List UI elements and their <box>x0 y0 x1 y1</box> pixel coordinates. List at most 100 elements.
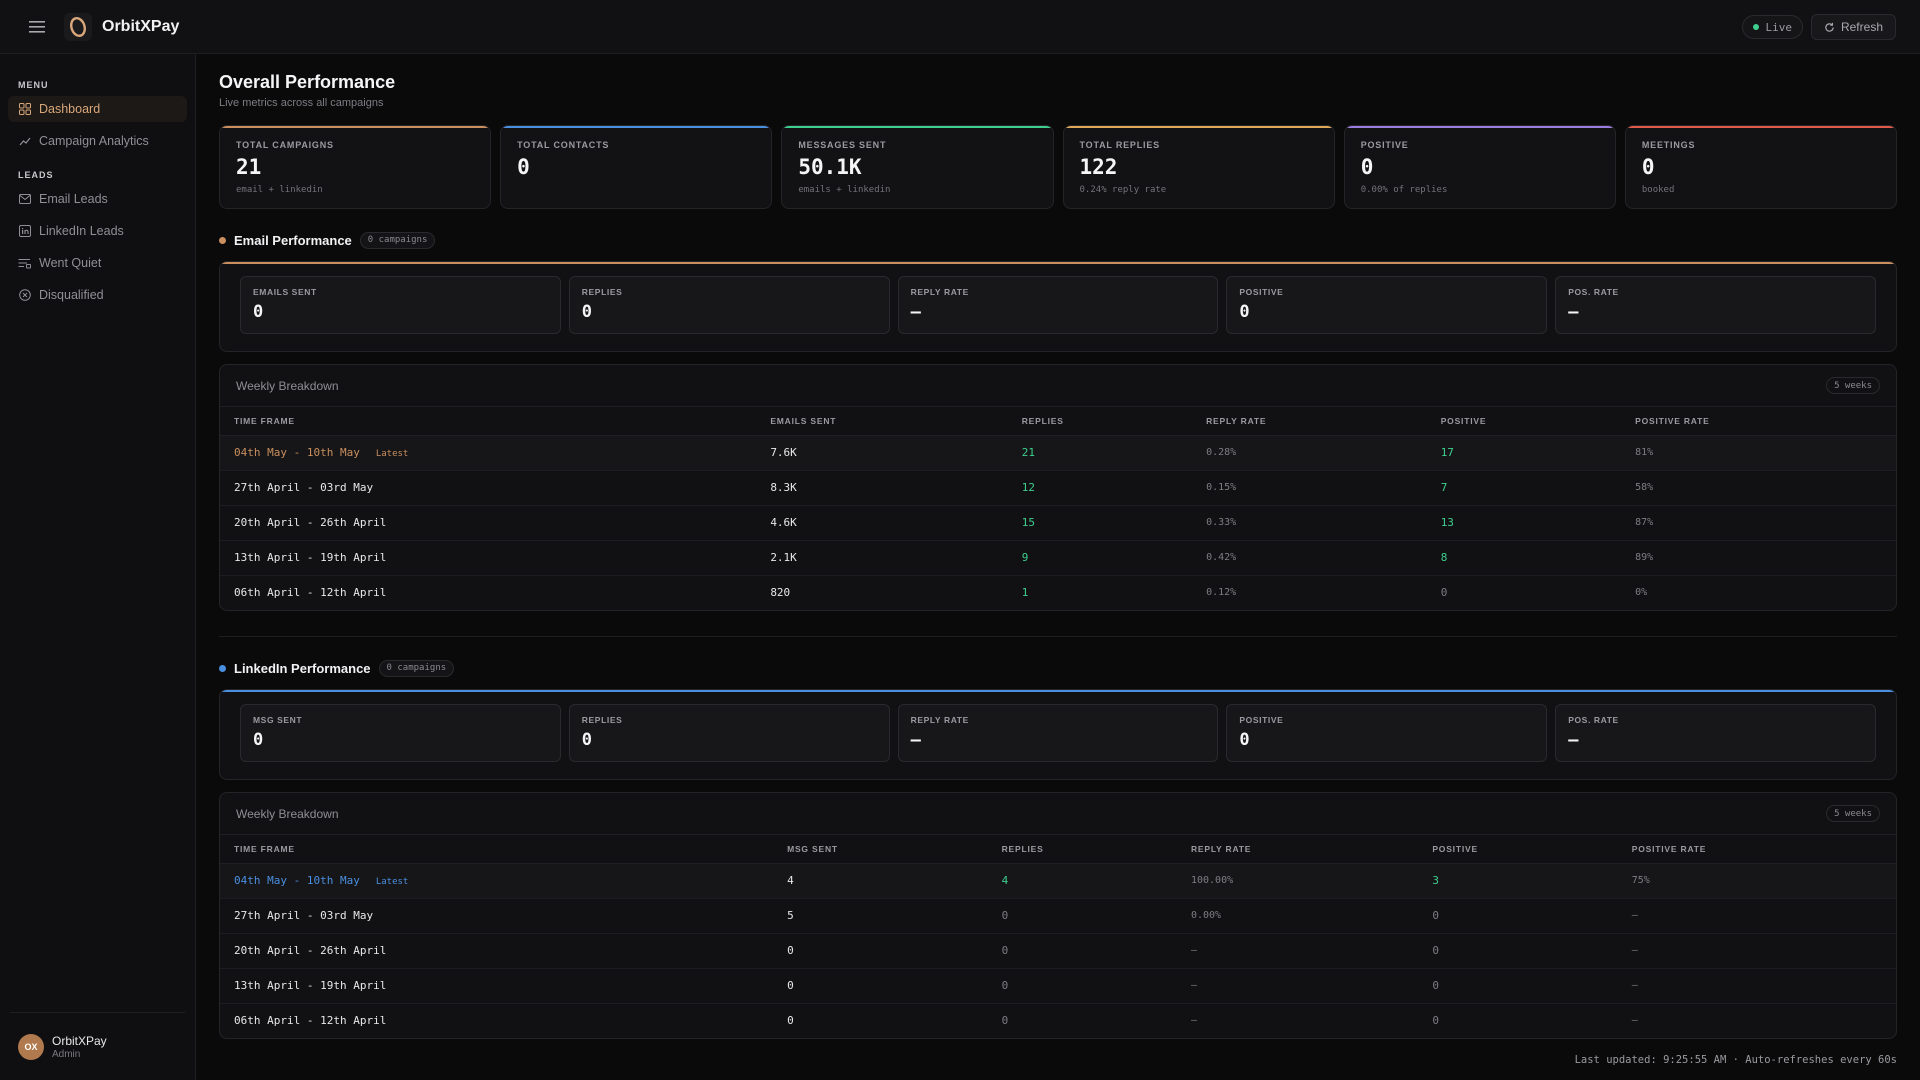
stat-sub: 0.24% reply rate <box>1079 185 1167 195</box>
cell-value: 0 <box>1001 909 1009 922</box>
cell-value: 0 <box>1001 944 1009 957</box>
stat-sub: 0.00% of replies <box>1360 185 1448 195</box>
table-cell: 3 <box>1418 863 1618 899</box>
cell-value: — <box>1631 910 1638 921</box>
table-cell: 0.00% <box>1176 898 1419 934</box>
live-label: Live <box>1765 20 1792 34</box>
metric-value: — <box>910 730 921 750</box>
section-divider <box>219 636 1897 637</box>
table-cell: 100.00% <box>1176 863 1419 899</box>
stat-value: 50.1K <box>798 155 862 179</box>
linkedin-dot-icon <box>219 664 226 672</box>
cell-value: 06th April - 12th April <box>234 1014 387 1028</box>
sidebar-item-dashboard[interactable]: Dashboard <box>8 96 187 122</box>
page-title: Overall Performance <box>219 72 396 92</box>
table-cell: — <box>1177 1003 1418 1038</box>
sidebar-item-disqualified[interactable]: Disqualified <box>8 282 187 308</box>
table-row: 13th April - 19th April 0 0 — 0 — <box>220 968 1896 1004</box>
table-cell: 9 <box>1007 540 1193 576</box>
table-cell: 20th April - 26th April <box>220 933 774 969</box>
table-row: 06th April - 12th April 820 1 0.12% 0 0% <box>220 575 1896 610</box>
user-profile[interactable]: OX OrbitXPay Admin <box>10 1012 185 1080</box>
table-cell: 0.33% <box>1192 505 1427 541</box>
metric-card: Reply Rate — <box>897 704 1219 762</box>
table-cell: 2.1K <box>756 540 1008 576</box>
table-cell: 0% <box>1621 575 1896 610</box>
refresh-button[interactable]: Refresh <box>1810 14 1896 40</box>
table-cell: 04th May - 10th May Latest <box>220 863 774 899</box>
cell-value: 8.3K <box>770 481 797 494</box>
cell-value: 3 <box>1432 874 1439 887</box>
hamburger-menu-icon[interactable] <box>20 10 54 44</box>
column-header: Time Frame <box>220 835 774 864</box>
stat-sub: email + linkedin <box>236 185 323 195</box>
linkedin-weekly-table: Time Frame Msg Sent Replies Reply Rate P… <box>220 835 1896 1038</box>
table-row: 06th April - 12th April 0 0 — 0 — <box>220 1003 1896 1038</box>
column-header: Time Frame <box>220 407 757 436</box>
linkedin-section-header: LinkedIn Performance 0 campaigns <box>219 659 1897 677</box>
table-row: 04th May - 10th May Latest 4 4 100.00% 3 75% <box>220 863 1896 899</box>
stat-label: Meetings <box>1641 140 1696 150</box>
metric-value: 0 <box>1239 302 1250 322</box>
column-header: Positive <box>1418 835 1618 864</box>
cell-value: 0 <box>1001 1014 1009 1028</box>
orbit-logo-icon <box>64 12 92 41</box>
table-cell: 4 <box>987 863 1177 899</box>
metric-card: Positive 0 <box>1226 704 1548 762</box>
metric-label: Positive <box>1239 287 1284 297</box>
email-section-header: Email Performance 0 campaigns <box>219 231 1897 249</box>
cell-value: — <box>1190 1015 1197 1027</box>
table-cell: 7 <box>1426 470 1622 506</box>
cell-value: — <box>1631 1015 1638 1027</box>
cell-value: 0 <box>1432 944 1439 957</box>
cell-value: 0% <box>1635 587 1648 599</box>
weeks-badge: 5 weeks <box>1826 377 1880 394</box>
metric-card: Emails Sent 0 <box>240 276 561 334</box>
metric-card: Positive 0 <box>1226 276 1548 334</box>
stat-card-total-campaigns: Total Campaigns 21 email + linkedin <box>219 125 492 209</box>
cell-value: 0 <box>1440 586 1448 600</box>
stat-card-total-contacts: Total Contacts 0 <box>500 125 773 209</box>
sidebar-item-email-leads[interactable]: Email Leads <box>8 186 187 212</box>
cell-value: — <box>1190 945 1197 956</box>
cell-value: 0.42% <box>1206 552 1237 563</box>
table-cell: 58% <box>1621 470 1896 506</box>
table-cell: 21 <box>1007 435 1193 471</box>
metric-card: Pos. Rate — <box>1555 276 1876 334</box>
sidebar-item-campaign-analytics[interactable]: Campaign Analytics <box>8 128 187 154</box>
metric-label: Emails Sent <box>253 287 317 297</box>
cell-value: 7.6K <box>770 446 797 459</box>
user-name: OrbitXPay <box>52 1033 107 1048</box>
table-cell: 0 <box>987 898 1177 934</box>
cell-value: 17 <box>1440 446 1454 459</box>
top-bar: OrbitXPay Live Refresh <box>0 0 1920 54</box>
table-cell: 06th April - 12th April <box>220 575 756 610</box>
user-role: Admin <box>52 1048 81 1060</box>
cell-value: 20th April - 26th April <box>234 516 387 529</box>
sidebar-item-linkedin-leads[interactable]: LinkedIn Leads <box>8 218 187 244</box>
cell-value: 0.28% <box>1206 447 1237 458</box>
cell-value: 27th April - 03rd May <box>234 481 374 494</box>
cell-value: 04th May - 10th May <box>234 446 360 459</box>
table-cell: — <box>1617 898 1896 934</box>
cell-value: — <box>1190 980 1197 991</box>
metric-label: Reply Rate <box>910 715 969 725</box>
stat-sub: booked <box>1641 185 1675 195</box>
cell-value: 4 <box>1001 874 1009 887</box>
column-header: Positive Rate <box>1617 835 1896 864</box>
cell-value: — <box>1631 945 1638 956</box>
stat-card-messages-sent: Messages Sent 50.1K emails + linkedin <box>781 125 1054 209</box>
table-row: 20th April - 26th April 0 0 — 0 — <box>220 933 1896 969</box>
weeks-badge: 5 weeks <box>1826 805 1880 822</box>
table-cell: 8 <box>1426 540 1622 576</box>
sidebar-item-went-quiet[interactable]: Went Quiet <box>8 250 187 276</box>
table-cell: 0 <box>987 968 1177 1004</box>
page-subtitle: Live metrics across all campaigns <box>219 97 384 109</box>
stat-card-total-replies: Total Replies 122 0.24% reply rate <box>1062 125 1335 209</box>
table-cell: 0 <box>773 968 988 1004</box>
stat-value: 0 <box>517 155 530 179</box>
cell-value: 20th April - 26th April <box>234 944 387 957</box>
sidebar-section-menu: MENU <box>18 80 49 90</box>
cell-value: 06th April - 12th April <box>234 586 387 600</box>
metric-label: Msg Sent <box>253 715 303 725</box>
